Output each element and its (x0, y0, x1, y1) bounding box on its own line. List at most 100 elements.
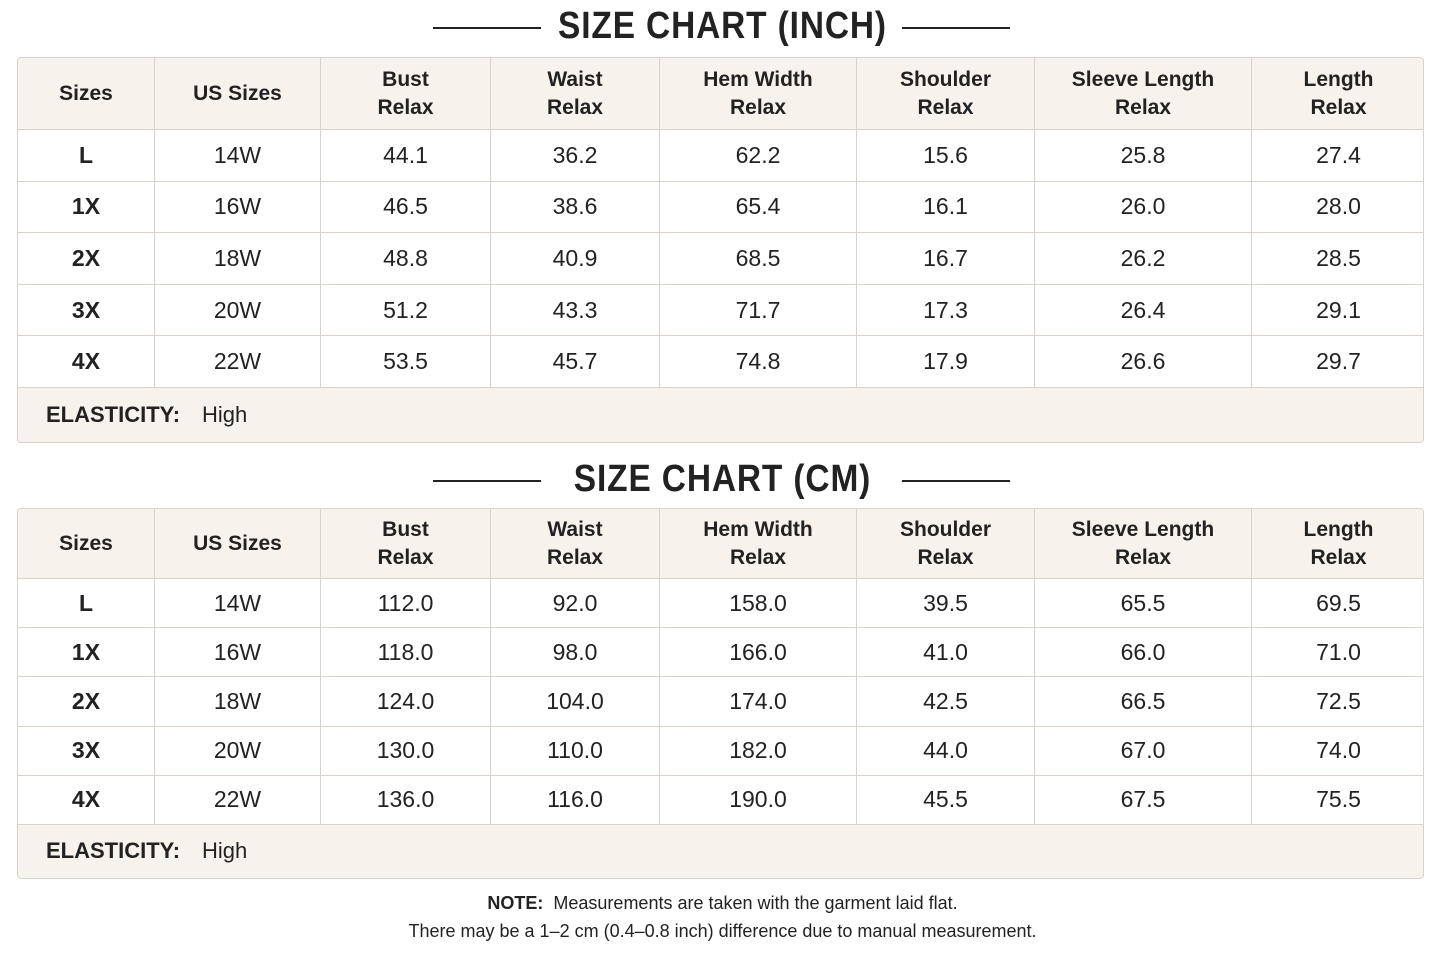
header-cell: Length Relax (1252, 509, 1423, 579)
table-cell: 124.0 (321, 677, 491, 727)
header-text: Length (1303, 517, 1374, 541)
table-cell: 92.0 (491, 579, 660, 629)
table-cell: 98.0 (491, 628, 660, 678)
header-cell: Hem Width Relax (660, 509, 857, 579)
size-table: Sizes US Sizes Bust Relax Waist Relax Hem Widt… (17, 57, 1424, 443)
header-text: Relax (1114, 545, 1172, 569)
table-cell: 182.0 (660, 726, 857, 776)
table-cell: 14W (155, 579, 321, 629)
table-title: SIZE CHART (CM) (573, 458, 872, 500)
table-cell: 66.0 (1035, 628, 1252, 678)
table-cell: 190.0 (660, 775, 857, 825)
header-text: Hem Width (703, 67, 813, 91)
table-cell: 2X (18, 233, 155, 285)
table-cell: 26.4 (1035, 284, 1252, 337)
table-cell: 27.4 (1252, 130, 1423, 182)
table-cell: 65.4 (660, 181, 857, 234)
table-cell: 118.0 (321, 628, 491, 678)
header-text: Relax (546, 95, 604, 119)
header-text: Relax (377, 95, 434, 119)
note-line: There may be a 1–2 cm (0.4–0.8 inch) dif… (408, 921, 1037, 941)
elasticity-label: ELASTICITY: (46, 401, 181, 427)
header-text: Shoulder (899, 517, 991, 541)
table-cell: 68.5 (660, 233, 857, 285)
header-text: Sizes (59, 531, 113, 555)
header-cell: Bust Relax (321, 58, 491, 130)
table-cell: 14W (155, 130, 321, 182)
header-text: Sleeve Length (1071, 517, 1215, 541)
header-cell: Bust Relax (321, 509, 491, 579)
header-text: Sleeve Length (1071, 67, 1215, 91)
header-text: US Sizes (193, 531, 282, 555)
table-cell: 16W (155, 628, 321, 678)
table-cell: 39.5 (857, 579, 1035, 629)
header-text: Relax (729, 545, 787, 569)
table-cell: 29.1 (1252, 285, 1423, 337)
table-cell: 20W (155, 726, 321, 776)
table-cell: 66.5 (1035, 677, 1252, 727)
table-cell: 166.0 (660, 628, 857, 678)
table-cell: 71.7 (660, 284, 857, 337)
table-cell: 4X (18, 775, 155, 825)
table-cell: 38.6 (491, 181, 660, 234)
table-cell: 3X (18, 284, 155, 337)
table-cell: 26.0 (1035, 181, 1252, 234)
table-cell: 20W (155, 284, 321, 337)
header-cell: US Sizes (155, 58, 321, 130)
table-cell: 130.0 (321, 726, 491, 776)
table-cell: 67.5 (1035, 775, 1252, 825)
table-cell: 69.5 (1252, 579, 1423, 629)
elasticity-value: High (202, 401, 248, 427)
table-cell: 16W (155, 181, 321, 234)
title-rule (433, 27, 541, 29)
table-cell: 45.7 (491, 336, 660, 388)
table-cell: 18W (155, 677, 321, 727)
table-cell: 42.5 (857, 677, 1035, 727)
table-cell: L (18, 130, 155, 182)
table-cell: 16.1 (857, 181, 1035, 234)
table-cell: 62.2 (660, 130, 857, 182)
header-cell: Waist Relax (491, 58, 660, 130)
table-cell: 26.2 (1035, 233, 1252, 285)
header-text: Relax (917, 545, 974, 569)
note-line: NOTE: Measurements are taken with the ga… (0, 893, 1445, 914)
header-text: Relax (1114, 95, 1172, 119)
elasticity-row: ELASTICITY: High (18, 387, 1423, 442)
header-text: Relax (546, 545, 604, 569)
table-cell: 22W (155, 336, 321, 388)
note-text: Measurements are taken with the garment … (553, 893, 958, 913)
table-cell: 36.2 (491, 130, 660, 182)
table-cell: 67.0 (1035, 726, 1252, 776)
header-cell: Shoulder Relax (857, 58, 1035, 130)
table-cell: 4X (18, 336, 155, 388)
header-text: Relax (377, 545, 434, 569)
header-text: Waist (547, 517, 603, 541)
table-cell: 53.5 (321, 336, 491, 388)
table-cell: 29.7 (1252, 336, 1423, 388)
table-cell: 1X (18, 181, 155, 234)
title-rule (902, 27, 1010, 29)
header-text: Relax (1310, 95, 1367, 119)
header-cell: Sizes (18, 509, 155, 579)
header-text: US Sizes (193, 81, 282, 105)
table-cell: 51.2 (321, 284, 491, 337)
table-cell: 41.0 (857, 628, 1035, 678)
table-cell: 40.9 (491, 233, 660, 285)
table-cell: L (18, 579, 155, 629)
table-cell: 45.5 (857, 775, 1035, 825)
size-table: Sizes US Sizes Bust Relax Waist Relax Hem Widt… (17, 508, 1424, 879)
table-cell: 15.6 (857, 130, 1035, 182)
table-cell: 72.5 (1252, 677, 1423, 727)
title-rule (433, 480, 541, 482)
header-cell: Waist Relax (491, 509, 660, 579)
table-cell: 44.1 (321, 130, 491, 182)
header-text: Shoulder (899, 67, 991, 91)
table-cell: 46.5 (321, 181, 491, 234)
table-cell: 136.0 (321, 775, 491, 825)
header-text: Relax (729, 95, 787, 119)
header-cell: Sleeve Length Relax (1035, 58, 1252, 130)
table-cell: 75.5 (1252, 776, 1423, 825)
table-cell: 44.0 (857, 726, 1035, 776)
table-cell: 3X (18, 726, 155, 776)
